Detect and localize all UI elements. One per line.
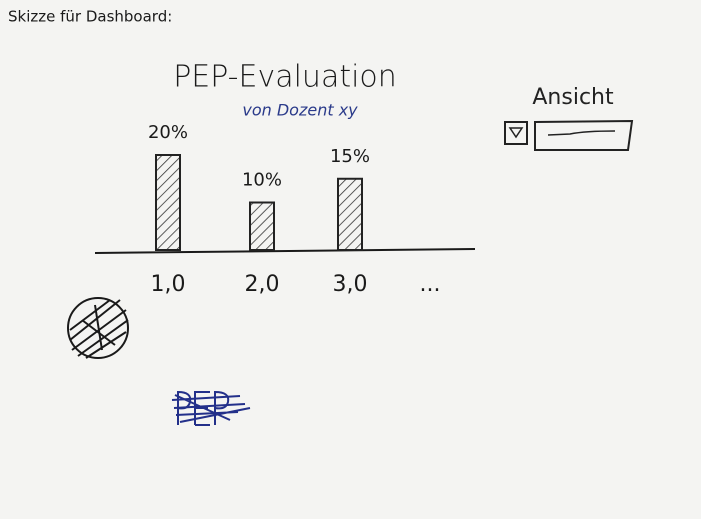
- x-tick-label: 1,0: [151, 272, 186, 297]
- dropdown-placeholder: [547, 130, 616, 136]
- dropdown-field[interactable]: [534, 119, 634, 151]
- dropdown-arrow: [508, 127, 524, 139]
- chart-title: PEP-Evaluation: [173, 60, 397, 95]
- bar: [249, 201, 275, 251]
- bar: [155, 154, 181, 251]
- baseline: [94, 248, 476, 254]
- chart-subtitle: von Dozent xy: [242, 101, 358, 120]
- value-label: 20%: [148, 122, 188, 143]
- page-header: Skizze für Dashboard:: [8, 8, 172, 26]
- x-tick-label: 3,0: [333, 272, 368, 297]
- dropdown-toggle[interactable]: [504, 121, 528, 145]
- x-tick-label: ...: [420, 272, 441, 297]
- value-label: 10%: [242, 170, 282, 191]
- value-label: 15%: [330, 146, 370, 167]
- x-tick-label: 2,0: [245, 272, 280, 297]
- bar: [337, 177, 363, 251]
- scribbled-word: [171, 390, 251, 426]
- view-dropdown[interactable]: [504, 119, 634, 151]
- scribbled-icon: [67, 297, 129, 359]
- view-label: Ansicht: [532, 85, 614, 110]
